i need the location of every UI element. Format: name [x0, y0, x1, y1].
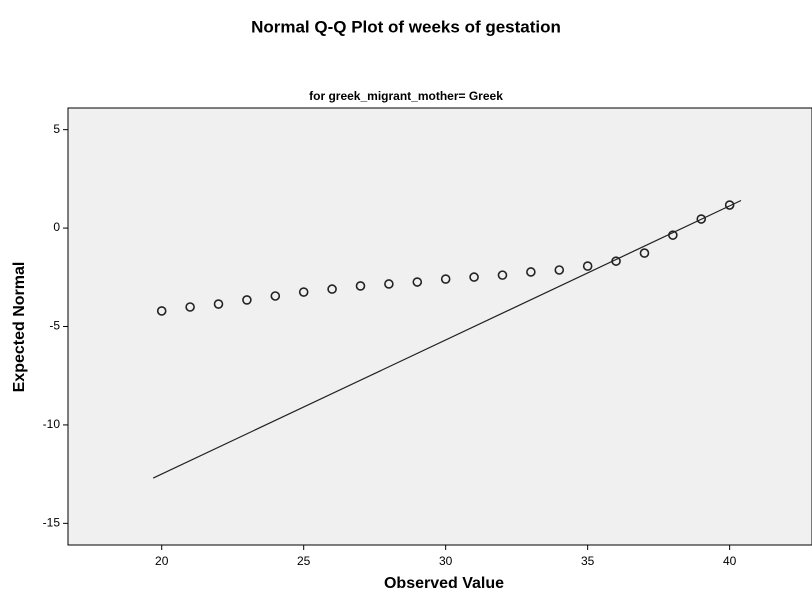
data-point	[554, 265, 565, 275]
data-point	[213, 299, 224, 309]
chart-title: Normal Q-Q Plot of weeks of gestation	[251, 17, 561, 36]
data-point	[526, 267, 536, 277]
plot-area	[67, 107, 812, 546]
data-point	[412, 277, 423, 287]
data-point	[497, 270, 508, 280]
x-tick-label: 25	[297, 554, 311, 568]
x-tick-label: 40	[723, 554, 737, 568]
y-tick-label: 5	[53, 122, 60, 136]
data-point	[242, 295, 252, 305]
y-tick-label: -15	[43, 516, 61, 530]
data-point	[355, 281, 366, 291]
data-point	[384, 279, 394, 289]
data-point	[327, 284, 337, 294]
y-tick-label: -5	[49, 319, 60, 333]
data-point	[724, 200, 735, 210]
data-point	[270, 291, 281, 301]
y-tick-label: -10	[43, 417, 61, 431]
data-point	[696, 214, 707, 224]
x-axis-label: Observed Value	[384, 575, 504, 592]
data-point	[668, 230, 678, 240]
data-point	[185, 302, 195, 312]
data-point	[298, 287, 309, 297]
data-point	[639, 248, 650, 258]
data-point	[469, 272, 479, 282]
x-tick-label: 20	[155, 554, 169, 568]
x-tick-label: 35	[581, 554, 595, 568]
data-point	[156, 306, 167, 316]
reference-line	[152, 199, 742, 479]
y-axis-label: Expected Normal	[11, 262, 28, 393]
x-tick-label: 30	[439, 554, 453, 568]
data-point	[611, 256, 621, 266]
data-point	[440, 274, 451, 284]
chart-subtitle: for greek_migrant_mother= Greek	[309, 89, 503, 103]
data-point	[582, 261, 593, 271]
y-tick-label: 0	[53, 220, 60, 234]
